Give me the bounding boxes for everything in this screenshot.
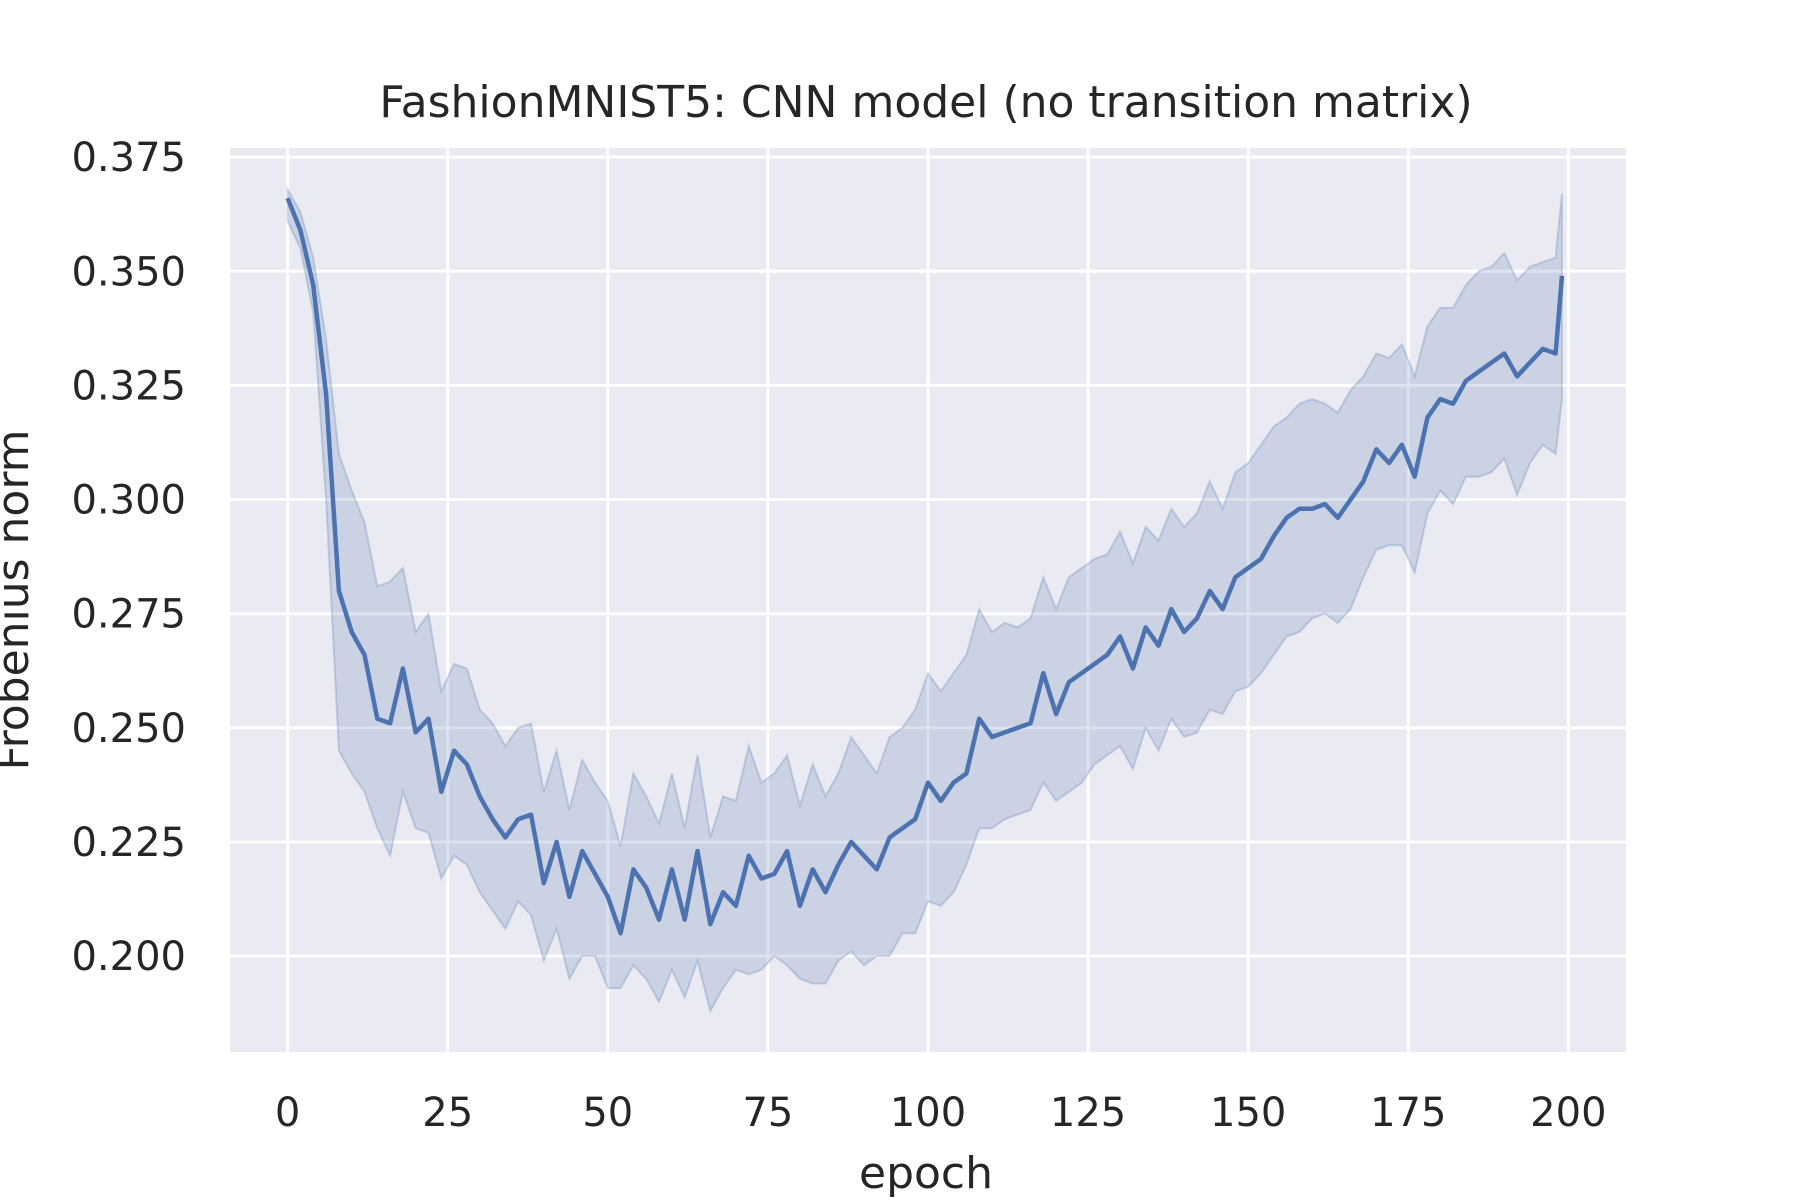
chart-title: FashionMNIST5: CNN model (no transition …	[379, 77, 1472, 128]
x-tick-label: 200	[1530, 1090, 1606, 1136]
x-tick-label: 75	[742, 1090, 793, 1136]
x-tick-label: 25	[422, 1090, 473, 1136]
mean-line-group	[285, 197, 1565, 936]
y-tick-label: 0.350	[71, 249, 186, 295]
x-tick-label: 125	[1050, 1090, 1126, 1136]
y-tick-label: 0.300	[71, 478, 186, 524]
grid-lines	[230, 148, 1626, 1052]
x-tick-labels: 0 25 50 75 100 125 150 175 200	[275, 1090, 1607, 1136]
x-tick-label: 175	[1370, 1090, 1446, 1136]
x-tick-label: 150	[1210, 1090, 1286, 1136]
y-tick-label: 0.250	[71, 706, 186, 752]
confidence-band-group	[286, 185, 1563, 1014]
y-tick-label: 0.375	[71, 135, 186, 181]
x-axis-label: epoch	[859, 1148, 993, 1199]
y-tick-label: 0.275	[71, 592, 186, 638]
y-tick-label: 0.225	[71, 820, 186, 866]
y-tick-label: 0.325	[71, 363, 186, 409]
y-tick-label: 0.200	[71, 934, 186, 980]
x-tick-label: 0	[275, 1090, 300, 1136]
series-line	[285, 197, 1565, 936]
confidence-band	[286, 185, 1563, 1014]
y-tick-labels: 0.200 0.225 0.250 0.275 0.300 0.325 0.350 0.375	[71, 135, 186, 980]
x-tick-label: 100	[890, 1090, 966, 1136]
y-axis-label: Frobenius norm	[0, 429, 39, 770]
x-tick-label: 50	[582, 1090, 633, 1136]
